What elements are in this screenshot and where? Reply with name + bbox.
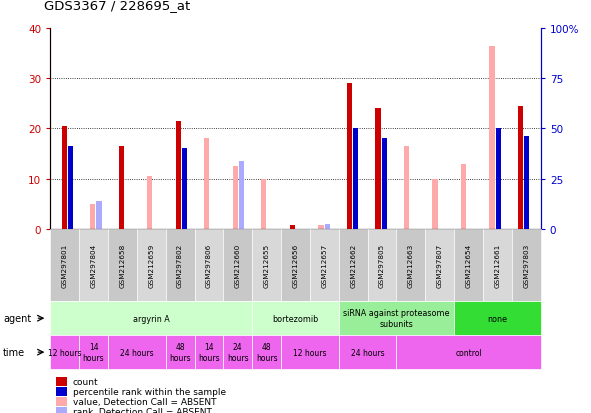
- Text: GSM212661: GSM212661: [495, 243, 501, 287]
- Text: GSM212658: GSM212658: [119, 243, 125, 287]
- Text: GSM297803: GSM297803: [524, 243, 530, 287]
- Text: 14
hours: 14 hours: [198, 343, 220, 362]
- Bar: [433, 179, 437, 229]
- Bar: [61, 126, 67, 229]
- Bar: [119, 147, 124, 229]
- Bar: [382, 139, 387, 229]
- Text: GDS3367 / 228695_at: GDS3367 / 228695_at: [44, 0, 190, 12]
- Text: 24
hours: 24 hours: [227, 343, 249, 362]
- Text: percentile rank within the sample: percentile rank within the sample: [73, 387, 226, 396]
- Text: GSM212656: GSM212656: [293, 243, 298, 287]
- Bar: [461, 164, 466, 229]
- Text: agent: agent: [3, 313, 31, 323]
- Text: argyrin A: argyrin A: [133, 314, 170, 323]
- Bar: [176, 121, 181, 229]
- Text: 12 hours: 12 hours: [293, 348, 327, 357]
- Bar: [518, 107, 523, 229]
- Bar: [68, 147, 73, 229]
- Text: GSM212654: GSM212654: [466, 243, 472, 287]
- Text: GSM297801: GSM297801: [61, 243, 67, 287]
- Text: siRNA against proteasome
subunits: siRNA against proteasome subunits: [343, 309, 450, 328]
- Text: 48
hours: 48 hours: [169, 343, 191, 362]
- Bar: [489, 46, 495, 229]
- Text: GSM212662: GSM212662: [350, 243, 356, 287]
- Text: 48
hours: 48 hours: [256, 343, 277, 362]
- Bar: [96, 201, 102, 229]
- Text: GSM212660: GSM212660: [235, 243, 241, 287]
- Bar: [375, 109, 381, 229]
- Bar: [324, 224, 330, 229]
- Text: GSM212659: GSM212659: [148, 243, 154, 287]
- Bar: [347, 84, 352, 229]
- Text: 24 hours: 24 hours: [351, 348, 385, 357]
- Text: value, Detection Call = ABSENT: value, Detection Call = ABSENT: [73, 397, 216, 406]
- Text: GSM212655: GSM212655: [264, 243, 269, 287]
- Text: GSM297806: GSM297806: [206, 243, 212, 287]
- Bar: [147, 177, 152, 229]
- Bar: [119, 189, 124, 229]
- Bar: [404, 147, 409, 229]
- Bar: [319, 225, 323, 229]
- Text: GSM297804: GSM297804: [90, 243, 96, 287]
- Text: none: none: [488, 314, 508, 323]
- Bar: [182, 149, 187, 229]
- Bar: [90, 204, 95, 229]
- Text: GSM212657: GSM212657: [322, 243, 327, 287]
- Text: 14
hours: 14 hours: [83, 343, 105, 362]
- Text: 12 hours: 12 hours: [48, 348, 82, 357]
- Bar: [204, 139, 209, 229]
- Bar: [233, 166, 238, 229]
- Text: GSM212663: GSM212663: [408, 243, 414, 287]
- Text: GSM297802: GSM297802: [177, 243, 183, 287]
- Text: 24 hours: 24 hours: [120, 348, 154, 357]
- Text: bortezomib: bortezomib: [272, 314, 319, 323]
- Text: rank, Detection Call = ABSENT: rank, Detection Call = ABSENT: [73, 407, 212, 413]
- Bar: [353, 129, 358, 229]
- Bar: [239, 161, 244, 229]
- Text: GSM297805: GSM297805: [379, 243, 385, 287]
- Text: time: time: [3, 347, 25, 357]
- Bar: [524, 137, 530, 229]
- Bar: [290, 225, 295, 229]
- Text: GSM297807: GSM297807: [437, 243, 443, 287]
- Bar: [496, 129, 501, 229]
- Text: control: control: [455, 348, 482, 357]
- Text: count: count: [73, 377, 98, 386]
- Bar: [261, 179, 267, 229]
